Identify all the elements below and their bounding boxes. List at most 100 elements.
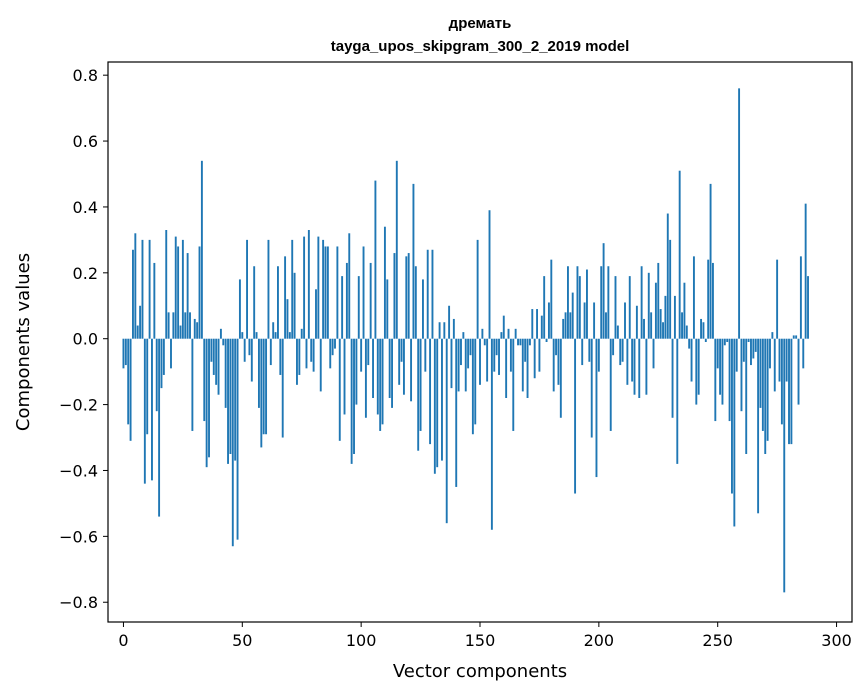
bar-260 [740,338,743,412]
bar-53 [248,338,251,356]
bar-201 [600,266,603,339]
bar-261 [742,338,745,362]
bar-43 [224,338,227,408]
bar-81 [315,289,317,339]
bar-230 [669,239,672,339]
bar-215 [633,338,636,395]
chart-title-line-1: дремать [449,15,512,32]
bar-44 [227,338,229,464]
bar-27 [186,253,189,339]
bar-163 [509,338,512,372]
bar-88 [331,338,334,356]
bar-271 [766,338,769,441]
bar-158 [498,338,500,375]
bar-71 [291,239,294,339]
bar-180 [550,259,553,339]
bar-125 [419,338,422,431]
bar-175 [538,338,541,372]
bar-147 [471,338,474,435]
bar-126 [422,279,424,339]
bar-270 [764,338,767,454]
y-tick-label-4: 0.0 [73,330,98,349]
bar-212 [626,338,629,385]
bar-11 [148,239,151,339]
bar-101 [362,246,365,339]
y-axis-label: Components values [13,253,34,431]
bar-174 [536,309,538,339]
bar-108 [379,338,382,431]
bar-222 [650,312,653,339]
bar-264 [750,338,752,366]
bar-259 [738,88,741,339]
bar-91 [338,338,341,441]
bar-266 [754,338,757,352]
y-axis-ticks: −0.8 −0.6 −0.4 −0.2 0.0 0.2 0.4 0.6 0.8 [59,66,108,612]
bar-146 [469,338,472,356]
bar-5 [134,233,137,339]
bar-155 [490,338,493,530]
y-tick-label-5: 0.2 [73,264,98,283]
bar-234 [678,170,681,339]
bar-72 [293,272,296,339]
bar-166 [517,338,519,346]
bar-142 [460,338,462,366]
bar-213 [628,276,631,339]
bar-84 [322,239,325,339]
bar-86 [326,246,329,339]
bar-273 [771,332,774,339]
bar-164 [512,338,515,431]
bar-20 [170,338,172,369]
bar-210 [621,338,624,362]
bar-274 [773,338,776,392]
bar-33 [200,160,203,339]
bar-203 [605,312,607,339]
bar-26 [184,312,187,339]
bar-188 [569,312,572,339]
bar-131 [433,338,436,474]
bar-265 [752,338,755,359]
bar-69 [286,299,289,339]
bar-267 [757,338,760,514]
y-tick-label-6: 0.4 [73,198,98,217]
bar-143 [462,332,465,339]
bar-165 [514,328,517,339]
bar-2 [127,338,130,425]
bar-19 [167,312,170,339]
bar-227 [662,322,664,339]
bar-series [122,88,809,593]
bar-181 [552,338,555,392]
bar-253 [723,338,726,346]
bar-122 [412,183,415,339]
bar-1 [124,338,127,366]
bar-240 [692,256,695,339]
bar-190 [574,338,577,494]
bar-105 [372,338,374,398]
bar-205 [609,338,612,431]
bar-286 [802,338,805,369]
bar-156 [493,338,496,372]
bar-51 [243,338,246,362]
bar-268 [759,338,762,408]
bar-226 [659,309,662,339]
bar-49 [238,279,241,339]
bar-137 [448,305,451,339]
bar-140 [455,338,458,487]
bar-154 [488,210,491,339]
bar-249 [714,338,717,422]
bar-66 [279,338,282,375]
bar-189 [571,292,574,339]
y-tick-label-0: −0.8 [59,593,98,612]
bar-118 [402,338,405,395]
bar-200 [597,338,600,372]
bar-56 [255,332,258,339]
bar-151 [481,328,484,339]
bar-257 [733,338,736,527]
y-tick-label-2: −0.4 [59,461,98,480]
bar-236 [683,282,686,339]
bar-30 [193,318,196,339]
bar-22 [174,236,177,339]
bar-173 [533,338,536,379]
x-tick-label-5: 250 [702,631,733,650]
bar-237 [685,325,688,339]
